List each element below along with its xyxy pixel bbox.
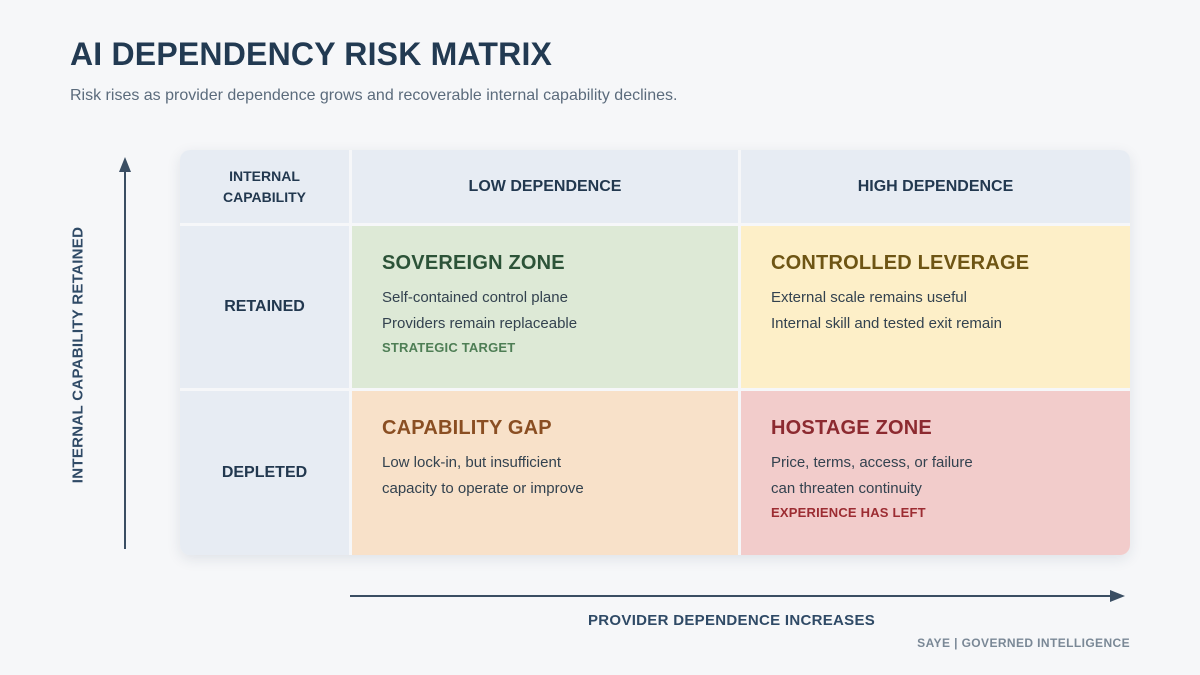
corner-header: INTERNAL CAPABILITY bbox=[180, 150, 349, 223]
quadrant-controlled-leverage: CONTROLLED LEVERAGE External scale remai… bbox=[741, 226, 1130, 388]
quadrant-sovereign-zone: SOVEREIGN ZONE Self-contained control pl… bbox=[352, 226, 738, 388]
y-axis-line bbox=[124, 170, 126, 549]
quadrant-line: can threaten continuity bbox=[771, 480, 922, 497]
quadrant-line: External scale remains useful bbox=[771, 289, 967, 306]
column-header-high-dependence: HIGH DEPENDENCE bbox=[741, 150, 1130, 223]
quadrant-title: HOSTAGE ZONE bbox=[771, 417, 932, 439]
quadrant-tag: STRATEGIC TARGET bbox=[382, 340, 516, 355]
y-axis-label: INTERNAL CAPABILITY RETAINED bbox=[69, 226, 87, 484]
corner-header-line2: CAPABILITY bbox=[223, 188, 306, 205]
corner-header-line1: INTERNAL bbox=[229, 167, 300, 184]
quadrant-line: Self-contained control plane bbox=[382, 289, 568, 306]
quadrant-title: CONTROLLED LEVERAGE bbox=[771, 252, 1030, 274]
page-subtitle: Risk rises as provider dependence grows … bbox=[70, 87, 678, 104]
quadrant-title: SOVEREIGN ZONE bbox=[382, 252, 565, 274]
quadrant-capability-gap: CAPABILITY GAP Low lock-in, but insuffic… bbox=[352, 391, 738, 555]
y-axis-arrowhead bbox=[119, 157, 131, 172]
quadrant-line: Price, terms, access, or failure bbox=[771, 454, 973, 471]
quadrant-hostage-zone: HOSTAGE ZONE Price, terms, access, or fa… bbox=[741, 391, 1130, 555]
quadrant-line: Internal skill and tested exit remain bbox=[771, 315, 1002, 332]
risk-matrix: INTERNAL CAPABILITY LOW DEPENDENCE HIGH … bbox=[180, 150, 1130, 555]
x-axis-arrowhead bbox=[1110, 590, 1125, 602]
row-header-retained: RETAINED bbox=[180, 226, 349, 388]
column-header-low-dependence: LOW DEPENDENCE bbox=[352, 150, 738, 223]
page-title: AI DEPENDENCY RISK MATRIX bbox=[70, 36, 553, 72]
quadrant-line: Low lock-in, but insufficient bbox=[382, 454, 561, 471]
x-axis-line bbox=[350, 595, 1112, 597]
x-axis-label: PROVIDER DEPENDENCE INCREASES bbox=[588, 612, 876, 629]
quadrant-title: CAPABILITY GAP bbox=[382, 417, 552, 439]
brand-footer: SAYE | GOVERNED INTELLIGENCE bbox=[917, 636, 1130, 650]
quadrant-line: Providers remain replaceable bbox=[382, 315, 578, 332]
row-header-depleted: DEPLETED bbox=[180, 391, 349, 555]
quadrant-line: capacity to operate or improve bbox=[382, 480, 584, 497]
quadrant-tag: EXPERIENCE HAS LEFT bbox=[771, 505, 926, 520]
